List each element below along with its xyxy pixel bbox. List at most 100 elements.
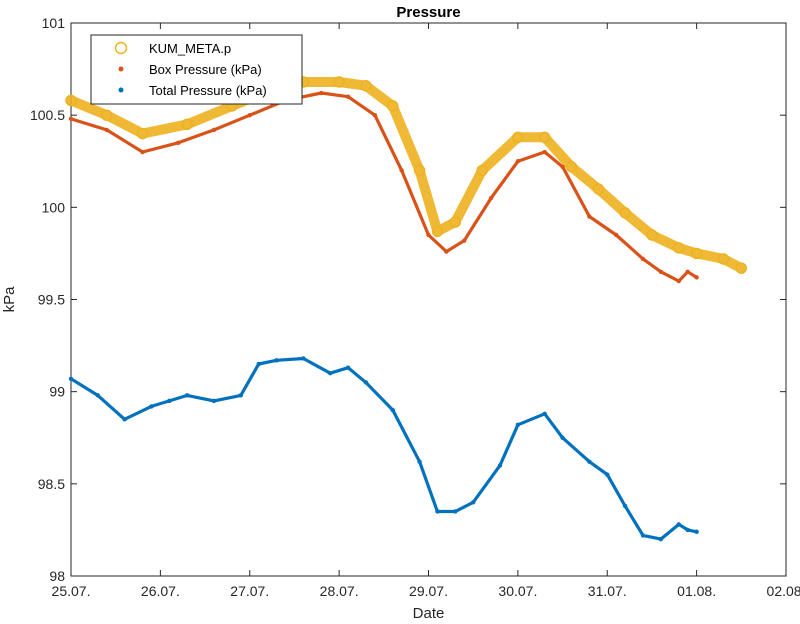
data-point xyxy=(333,76,345,88)
data-point xyxy=(140,149,145,155)
y-tick-label: 100.5 xyxy=(30,107,65,123)
data-point xyxy=(462,238,467,243)
series-layer xyxy=(65,76,748,542)
data-point xyxy=(560,435,565,440)
y-tick-label: 98 xyxy=(49,568,65,584)
legend-marker xyxy=(118,87,124,93)
data-point xyxy=(515,159,521,164)
x-tick-label: 01.08. xyxy=(677,583,716,599)
data-point xyxy=(319,90,324,96)
data-point xyxy=(658,269,664,275)
data-point xyxy=(363,380,369,385)
y-tick-label: 99.5 xyxy=(38,292,65,308)
data-point xyxy=(565,161,578,173)
legend-item: KUM_META.p xyxy=(114,41,231,56)
data-point xyxy=(181,118,193,131)
data-point xyxy=(512,131,524,143)
data-point xyxy=(149,404,154,409)
x-tick-label: 26.07. xyxy=(141,583,180,599)
data-point xyxy=(211,398,217,404)
data-point xyxy=(345,365,351,370)
legend-label: Total Pressure (kPa) xyxy=(149,83,267,98)
legend-marker xyxy=(118,66,124,72)
data-point xyxy=(453,509,458,514)
data-point xyxy=(399,168,404,173)
data-point xyxy=(685,269,690,275)
data-point xyxy=(542,411,547,416)
data-point xyxy=(435,509,440,514)
legend-label: KUM_META.p xyxy=(149,41,231,56)
data-point xyxy=(256,361,261,367)
data-point xyxy=(622,503,628,509)
data-point xyxy=(717,253,730,265)
data-point xyxy=(345,94,351,99)
series-2 xyxy=(68,90,699,284)
axes-ticks: 25.07. 26.07. 27.07. 28.07. 29.07. 30.07. 31.0… xyxy=(30,15,800,599)
x-tick-label: 27.07. xyxy=(230,583,269,599)
data-point xyxy=(372,112,378,118)
data-point xyxy=(676,278,681,284)
data-point xyxy=(274,358,279,363)
data-point xyxy=(360,79,372,92)
y-tick-label: 98.5 xyxy=(38,476,65,492)
data-point xyxy=(387,100,399,112)
data-point xyxy=(694,529,699,534)
data-point xyxy=(613,232,619,238)
series-3 xyxy=(68,356,699,542)
data-point xyxy=(735,262,748,274)
data-point xyxy=(646,229,658,241)
data-point xyxy=(176,140,181,146)
data-point xyxy=(65,94,77,107)
x-tick-label: 29.07. xyxy=(409,583,448,599)
data-point xyxy=(676,522,681,527)
x-tick-label: 31.07. xyxy=(588,583,627,599)
data-point xyxy=(68,376,74,381)
data-point xyxy=(101,109,113,121)
data-point xyxy=(211,127,217,133)
data-point xyxy=(444,249,449,254)
data-point xyxy=(167,398,172,404)
data-point xyxy=(470,500,476,505)
data-point xyxy=(431,225,444,237)
data-point xyxy=(122,417,127,422)
data-point xyxy=(476,164,488,177)
data-point xyxy=(592,183,605,195)
chart-title: Pressure xyxy=(396,4,460,21)
x-tick-label: 28.07. xyxy=(320,583,359,599)
legend-item: Box Pressure (kPa) xyxy=(118,62,262,77)
data-point xyxy=(413,164,426,177)
data-point xyxy=(542,149,547,155)
data-point xyxy=(426,232,431,238)
data-point xyxy=(390,407,395,413)
data-point xyxy=(560,164,565,169)
legend: KUM_META.p Box Pressure (kPa) Total Pressu… xyxy=(90,34,303,105)
x-axis-title: Date xyxy=(413,605,445,622)
data-point xyxy=(640,256,646,262)
x-tick-label: 30.07. xyxy=(498,583,537,599)
legend-label: Box Pressure (kPa) xyxy=(149,62,262,77)
data-point xyxy=(587,459,592,464)
y-axis-title: kPa xyxy=(1,286,18,313)
data-point xyxy=(605,472,610,477)
data-point xyxy=(619,207,631,219)
data-point xyxy=(449,216,462,228)
data-point xyxy=(515,422,521,428)
y-tick-label: 100 xyxy=(42,199,66,215)
data-point xyxy=(497,463,503,468)
data-point xyxy=(301,356,306,361)
data-point xyxy=(694,275,699,280)
legend-item: Total Pressure (kPa) xyxy=(118,83,267,98)
data-point xyxy=(538,131,551,143)
x-tick-label: 25.07. xyxy=(52,583,91,599)
data-point xyxy=(104,127,109,133)
data-point xyxy=(238,393,244,398)
y-tick-label: 99 xyxy=(49,384,65,400)
data-point xyxy=(68,116,74,122)
data-point xyxy=(640,533,646,538)
data-point xyxy=(685,527,690,533)
y-tick-label: 101 xyxy=(42,15,66,31)
data-point xyxy=(247,112,252,118)
data-point xyxy=(417,459,422,464)
data-point xyxy=(184,393,190,398)
